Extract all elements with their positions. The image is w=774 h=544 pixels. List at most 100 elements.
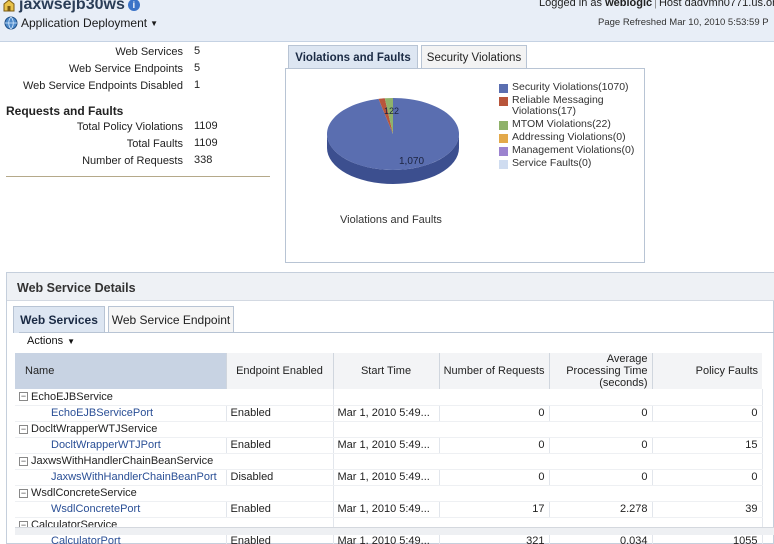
divider bbox=[6, 176, 270, 177]
endpoints-label: Web Service Endpoints bbox=[68, 63, 183, 75]
table-row[interactable]: CalculatorPort Enabled Mar 1, 2010 5:49...… bbox=[15, 533, 763, 544]
title-row: jaxwsejb30ws i bbox=[2, 0, 140, 14]
legend-label: Management Violations(0) bbox=[512, 144, 635, 156]
legend-swatch bbox=[499, 97, 508, 106]
collapse-icon[interactable]: − bbox=[19, 391, 28, 402]
avg-time-cell: 2.278 bbox=[549, 501, 653, 518]
legend-item: MTOM Violations(22) bbox=[499, 119, 644, 130]
service-name-cell[interactable]: − JaxwsWithHandlerChainBeanService bbox=[15, 453, 334, 470]
application-deployment-menu[interactable]: Application Deployment ▼ bbox=[4, 16, 158, 30]
tab-violations-and-faults[interactable]: Violations and Faults bbox=[288, 45, 418, 69]
tab-underline bbox=[19, 332, 774, 333]
policy-faults-cell: 15 bbox=[652, 437, 763, 454]
host-name: dadvmn0771.us.or bbox=[684, 0, 774, 9]
tab-web-service-endpoint[interactable]: Web Service Endpoint bbox=[108, 306, 234, 333]
chart-caption: Violations and Faults bbox=[340, 214, 442, 226]
col-policy-faults[interactable]: Policy Faults bbox=[652, 353, 762, 389]
requests-cell: 0 bbox=[439, 405, 550, 422]
port-link[interactable]: JaxwsWithHandlerChainBeanPort bbox=[15, 469, 227, 486]
requests-faults-heading: Requests and Faults bbox=[6, 104, 124, 118]
policy-faults-cell: 0 bbox=[652, 469, 763, 486]
table-row[interactable]: WsdlConcretePort Enabled Mar 1, 2010 5:49.… bbox=[15, 501, 763, 518]
requests-cell: 321 bbox=[439, 533, 550, 544]
chevron-down-icon: ▼ bbox=[67, 336, 75, 346]
requests-value: 338 bbox=[194, 154, 213, 166]
endpoints-disabled-label: Web Service Endpoints Disabled bbox=[23, 80, 183, 92]
requests-cell: 0 bbox=[439, 469, 550, 486]
web-services-table: Name Endpoint Enabled Start Time Number … bbox=[15, 353, 763, 544]
legend-swatch bbox=[499, 84, 508, 93]
slice-label-small: 122 bbox=[384, 106, 399, 116]
table-row[interactable]: DocltWrapperWTJPort Enabled Mar 1, 2010 5:… bbox=[15, 437, 763, 454]
collapse-icon[interactable]: − bbox=[19, 487, 28, 498]
port-link[interactable]: CalculatorPort bbox=[15, 533, 227, 544]
legend-swatch bbox=[499, 160, 508, 169]
table-row[interactable]: JaxwsWithHandlerChainBeanPort Disabled Mar… bbox=[15, 469, 763, 486]
avg-time-cell: 0.034 bbox=[549, 533, 653, 544]
collapse-icon[interactable]: − bbox=[19, 423, 28, 434]
col-endpoint-enabled[interactable]: Endpoint Enabled bbox=[226, 353, 334, 389]
web-services-label: Web Services bbox=[115, 46, 183, 58]
legend-item: Service Faults(0) bbox=[499, 158, 644, 169]
web-service-details-panel: Web Service Details Web Services Web Ser… bbox=[6, 272, 774, 544]
horizontal-scrollbar[interactable] bbox=[15, 527, 774, 535]
pie-chart: 1,070 122 bbox=[327, 98, 459, 184]
table-row[interactable]: − WsdlConcreteService bbox=[15, 485, 763, 502]
col-name[interactable]: Name bbox=[15, 353, 227, 389]
tab-security-violations[interactable]: Security Violations bbox=[421, 45, 527, 69]
table-row[interactable]: − EchoEJBService bbox=[15, 389, 763, 406]
table-row[interactable]: EchoEJBServicePort Enabled Mar 1, 2010 5:4… bbox=[15, 405, 763, 422]
col-avg-processing-time[interactable]: Average Processing Time (seconds) bbox=[549, 353, 653, 389]
requests-cell: 17 bbox=[439, 501, 550, 518]
service-name: WsdlConcreteService bbox=[31, 487, 137, 499]
slice-label-big: 1,070 bbox=[399, 156, 424, 167]
chart-legend: Security Violations(1070) Reliable Messag… bbox=[499, 82, 644, 171]
endpoints-disabled-value: 1 bbox=[194, 79, 201, 91]
start-time-cell: Mar 1, 2010 5:49... bbox=[333, 469, 440, 486]
requests-label: Number of Requests bbox=[82, 155, 183, 167]
col-start-time[interactable]: Start Time bbox=[333, 353, 440, 389]
actions-label: Actions bbox=[27, 335, 64, 347]
service-name: DocltWrapperWTJService bbox=[31, 423, 158, 435]
policy-faults-cell: 39 bbox=[652, 501, 763, 518]
globe-icon bbox=[4, 16, 18, 30]
policy-faults-cell: 1055 bbox=[652, 533, 763, 544]
endpoint-enabled-cell: Enabled bbox=[226, 501, 334, 518]
info-icon[interactable]: i bbox=[127, 0, 140, 11]
legend-label: Addressing Violations(0) bbox=[512, 131, 626, 143]
table-row[interactable]: − DocltWrapperWTJService bbox=[15, 421, 763, 438]
service-name-cell[interactable]: − DocltWrapperWTJService bbox=[15, 421, 334, 438]
legend-swatch bbox=[499, 147, 508, 156]
start-time-cell: Mar 1, 2010 5:49... bbox=[333, 501, 440, 518]
pie-slice[interactable] bbox=[378, 98, 393, 134]
login-info: Logged in as weblogic | Host dadvmn0771.us… bbox=[539, 0, 774, 9]
endpoint-enabled-cell: Enabled bbox=[226, 405, 334, 422]
host-label: Host bbox=[658, 0, 682, 9]
collapse-icon[interactable]: − bbox=[19, 455, 28, 466]
policy-violations-label: Total Policy Violations bbox=[76, 121, 183, 133]
logged-in-prefix: Logged in as bbox=[539, 0, 602, 9]
endpoint-enabled-cell: Enabled bbox=[226, 533, 334, 544]
col-number-of-requests[interactable]: Number of Requests bbox=[439, 353, 550, 389]
service-name-cell[interactable]: − EchoEJBService bbox=[15, 389, 334, 406]
table-row[interactable]: − JaxwsWithHandlerChainBeanService bbox=[15, 453, 763, 470]
total-faults-value: 1109 bbox=[194, 137, 218, 149]
pie-side bbox=[327, 134, 459, 184]
legend-swatch bbox=[499, 134, 508, 143]
port-link[interactable]: WsdlConcretePort bbox=[15, 501, 227, 518]
actions-menu[interactable]: Actions ▼ bbox=[27, 335, 75, 347]
user-name[interactable]: weblogic bbox=[605, 0, 653, 9]
legend-swatch bbox=[499, 121, 508, 130]
port-link[interactable]: EchoEJBServicePort bbox=[15, 405, 227, 422]
page-title: jaxwsejb30ws bbox=[19, 0, 125, 13]
start-time-cell: Mar 1, 2010 5:49... bbox=[333, 405, 440, 422]
pie-slice[interactable] bbox=[384, 98, 393, 134]
legend-label: Security Violations(1070) bbox=[512, 81, 629, 93]
endpoint-enabled-cell: Enabled bbox=[226, 437, 334, 454]
tab-web-services[interactable]: Web Services bbox=[13, 306, 105, 333]
details-heading: Web Service Details bbox=[17, 281, 136, 295]
port-link[interactable]: DocltWrapperWTJPort bbox=[15, 437, 227, 454]
service-name: JaxwsWithHandlerChainBeanService bbox=[31, 455, 214, 467]
service-name-cell[interactable]: − WsdlConcreteService bbox=[15, 485, 334, 502]
application-deployment-label: Application Deployment bbox=[21, 16, 148, 30]
